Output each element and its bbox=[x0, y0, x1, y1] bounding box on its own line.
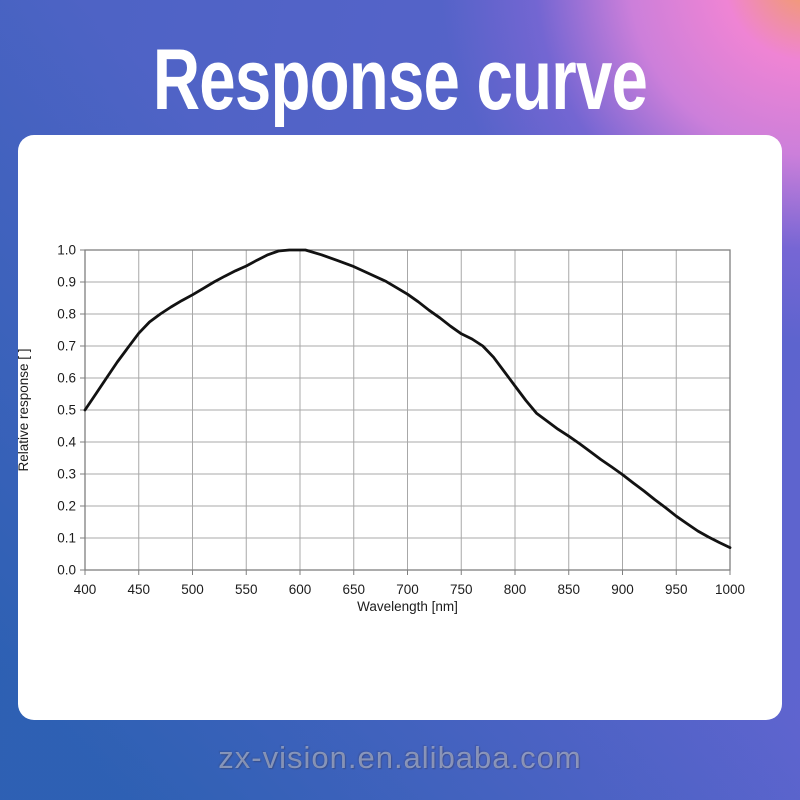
x-tick-label: 700 bbox=[396, 582, 419, 597]
x-tick-label: 550 bbox=[235, 582, 258, 597]
y-tick-label: 0.5 bbox=[57, 403, 76, 418]
x-tick-label: 900 bbox=[611, 582, 634, 597]
x-tick-label: 500 bbox=[181, 582, 204, 597]
y-tick-label: 0.6 bbox=[57, 371, 76, 386]
x-tick-label: 450 bbox=[127, 582, 150, 597]
x-tick-label: 750 bbox=[450, 582, 473, 597]
y-tick-label: 0.7 bbox=[57, 339, 76, 354]
x-tick-label: 400 bbox=[74, 582, 97, 597]
y-tick-label: 0.1 bbox=[57, 531, 76, 546]
page-title: Response curve bbox=[152, 32, 648, 128]
x-tick-label: 950 bbox=[665, 582, 688, 597]
response-curve-chart: 400 450 500 550 600 650 700 750 800 850 900 950 1000… bbox=[18, 243, 745, 615]
y-tick-label: 0.8 bbox=[57, 307, 76, 322]
y-tick-label: 0.2 bbox=[57, 499, 76, 514]
y-tick-label: 0.4 bbox=[57, 435, 76, 450]
x-axis-label: Wavelength [nm] bbox=[357, 599, 458, 614]
response-curve-line bbox=[83, 248, 732, 550]
x-tick-label: 850 bbox=[557, 582, 580, 597]
y-tick-label: 0.3 bbox=[57, 467, 76, 482]
y-axis-label: Relative response [ ] bbox=[18, 348, 31, 471]
chart-card: 400 450 500 550 600 650 700 750 800 850 900 950 1000… bbox=[18, 135, 782, 720]
y-tick-label: 0.9 bbox=[57, 275, 76, 290]
watermark: zx-vision.en.alibaba.com bbox=[218, 740, 582, 775]
x-tick-label: 650 bbox=[342, 582, 365, 597]
x-tick-label: 1000 bbox=[715, 582, 745, 597]
y-tick-label: 0.0 bbox=[57, 563, 76, 578]
x-tick-label: 600 bbox=[289, 582, 312, 597]
x-tick-label: 800 bbox=[504, 582, 527, 597]
y-tick-label: 1.0 bbox=[57, 243, 76, 258]
